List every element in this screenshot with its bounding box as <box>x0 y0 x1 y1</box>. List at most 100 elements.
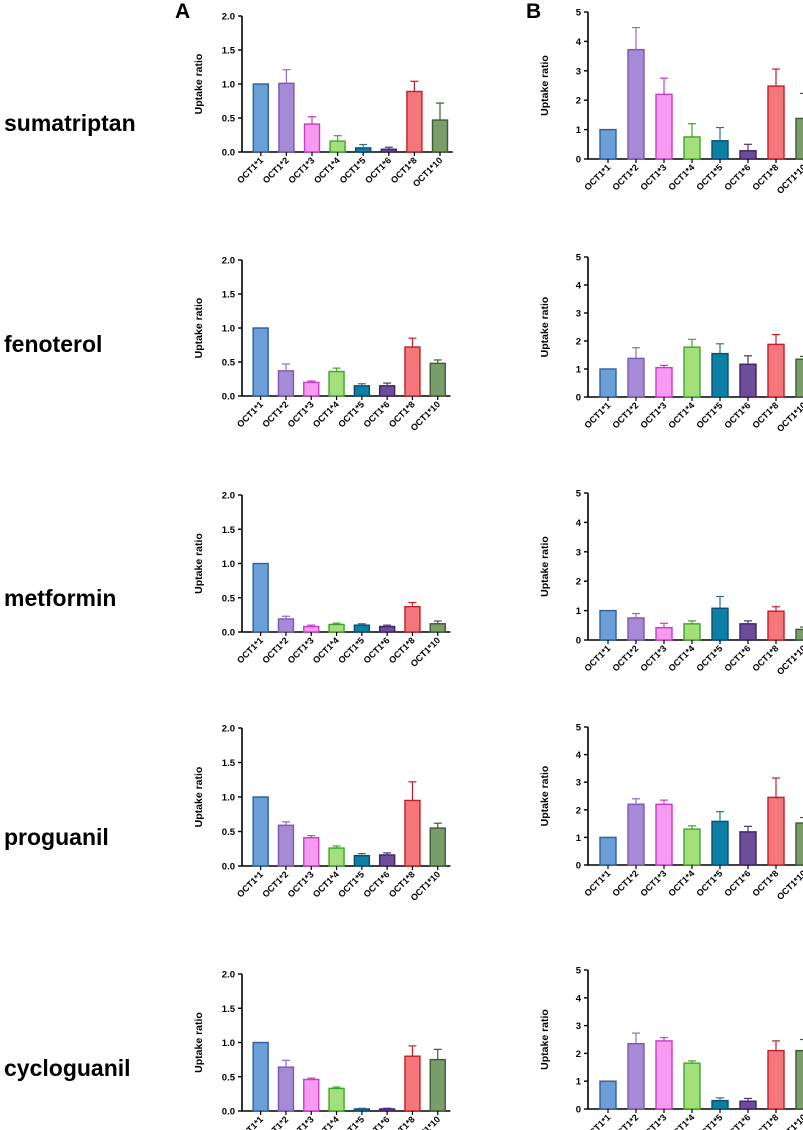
bar <box>739 623 757 641</box>
y-tick-label: 1 <box>576 365 582 376</box>
y-tick-label: 0 <box>576 1105 581 1116</box>
x-tick-label: OCT1*6 <box>722 643 752 673</box>
bar <box>795 358 803 398</box>
y-tick-label: 2 <box>576 337 581 348</box>
bar <box>655 626 673 641</box>
bar <box>277 1066 295 1112</box>
bar <box>404 346 421 397</box>
bar <box>655 803 673 866</box>
y-tick-label: 5 <box>576 723 582 734</box>
bar <box>252 1041 269 1112</box>
x-tick-label: OCT1*8 <box>387 1114 417 1130</box>
panel-label-a: A <box>175 0 191 23</box>
y-tick-label: 3 <box>576 66 581 77</box>
bar <box>767 610 785 641</box>
y-tick-label: 4 <box>576 37 582 48</box>
x-tick-label: OCT1*4 <box>311 869 341 899</box>
x-tick-label: OCT1*3 <box>286 869 316 899</box>
y-tick-label: 0.5 <box>222 827 236 838</box>
bar <box>655 1040 673 1110</box>
y-tick-label: 1.5 <box>222 525 236 536</box>
bar <box>739 363 757 398</box>
x-tick-label: OCT1*5 <box>336 635 366 665</box>
bar <box>627 803 645 866</box>
x-tick-label: OCT1*1 <box>582 643 612 673</box>
y-tick-label: 4 <box>576 750 582 761</box>
y-axis-title: Uptake ratio <box>193 1012 205 1073</box>
drug-label-cycloguanil: cycloguanil <box>4 1055 131 1081</box>
drug-label-fenoterol: fenoterol <box>4 331 103 357</box>
x-tick-label: OCT1*2 <box>260 1114 290 1130</box>
x-tick-label: OCT1*1 <box>582 1112 612 1130</box>
y-tick-label: 5 <box>576 489 582 500</box>
bar <box>711 607 729 641</box>
y-tick-label: 0.0 <box>222 148 235 159</box>
x-tick-label: OCT1*6 <box>722 1112 752 1130</box>
bar <box>767 85 785 160</box>
x-tick-label: OCT1*6 <box>363 155 393 185</box>
x-tick-label: OCT1*4 <box>666 643 696 673</box>
bar <box>328 370 345 397</box>
bar <box>252 327 269 397</box>
x-tick-label: OCT1*5 <box>694 400 724 430</box>
bar <box>328 1087 345 1112</box>
drug-label-proguanil: proguanil <box>4 824 109 850</box>
y-tick-label: 1.0 <box>222 793 235 804</box>
bar <box>353 385 371 397</box>
y-tick-label: 0 <box>576 861 581 872</box>
y-tick-label: 1.0 <box>222 559 235 570</box>
bar <box>431 119 449 153</box>
x-tick-label: OCT1*10 <box>775 868 803 902</box>
x-tick-label: OCT1*3 <box>286 155 316 185</box>
y-tick-label: 2 <box>576 805 581 816</box>
x-tick-label: OCT1*6 <box>362 1114 392 1130</box>
x-tick-label: OCT1*1 <box>582 868 612 898</box>
bar <box>795 822 803 866</box>
x-tick-label: OCT1*3 <box>638 162 668 192</box>
y-tick-label: 1.0 <box>222 1038 235 1049</box>
x-tick-label: OCT1*10 <box>775 1112 803 1130</box>
y-tick-label: 2 <box>576 577 581 588</box>
x-tick-label: OCT1*1 <box>235 869 265 899</box>
bar <box>627 48 645 160</box>
y-tick-label: 0.0 <box>222 628 235 639</box>
x-tick-label: OCT1*5 <box>336 1114 366 1130</box>
y-axis-title: Uptake ratio <box>193 533 205 594</box>
bar <box>353 854 371 867</box>
x-tick-label: OCT1*10 <box>775 400 803 434</box>
x-tick-label: OCT1*6 <box>722 400 752 430</box>
y-tick-label: 2 <box>576 96 581 107</box>
bar <box>277 824 295 867</box>
x-tick-label: OCT1*10 <box>775 162 803 196</box>
x-tick-label: OCT1*2 <box>261 155 291 185</box>
x-tick-label: OCT1*5 <box>694 162 724 192</box>
y-tick-label: 1 <box>576 125 582 136</box>
y-axis-title: Uptake ratio <box>193 298 205 359</box>
x-tick-label: OCT1*1 <box>235 1114 265 1130</box>
y-tick-label: 5 <box>576 253 582 264</box>
y-tick-label: 1.5 <box>222 46 236 57</box>
x-tick-label: OCT1*4 <box>312 155 342 185</box>
x-tick-label: OCT1*2 <box>610 162 640 192</box>
bar <box>627 1042 645 1110</box>
y-axis-title: Uptake ratio <box>193 54 205 115</box>
x-tick-label: OCT1*3 <box>286 399 316 429</box>
x-tick-label: OCT1*1 <box>582 400 612 430</box>
x-tick-label: OCT1*3 <box>638 643 668 673</box>
y-tick-label: 1.5 <box>222 290 236 301</box>
x-tick-label: OCT1*2 <box>260 635 290 665</box>
y-axis-title: Uptake ratio <box>539 1009 551 1070</box>
x-tick-label: OCT1*5 <box>694 868 724 898</box>
bar <box>767 796 785 866</box>
y-tick-label: 3 <box>576 1021 581 1032</box>
y-tick-label: 1.5 <box>222 1004 236 1015</box>
panel-label-b: B <box>526 0 542 23</box>
x-tick-label: OCT1*6 <box>722 868 752 898</box>
